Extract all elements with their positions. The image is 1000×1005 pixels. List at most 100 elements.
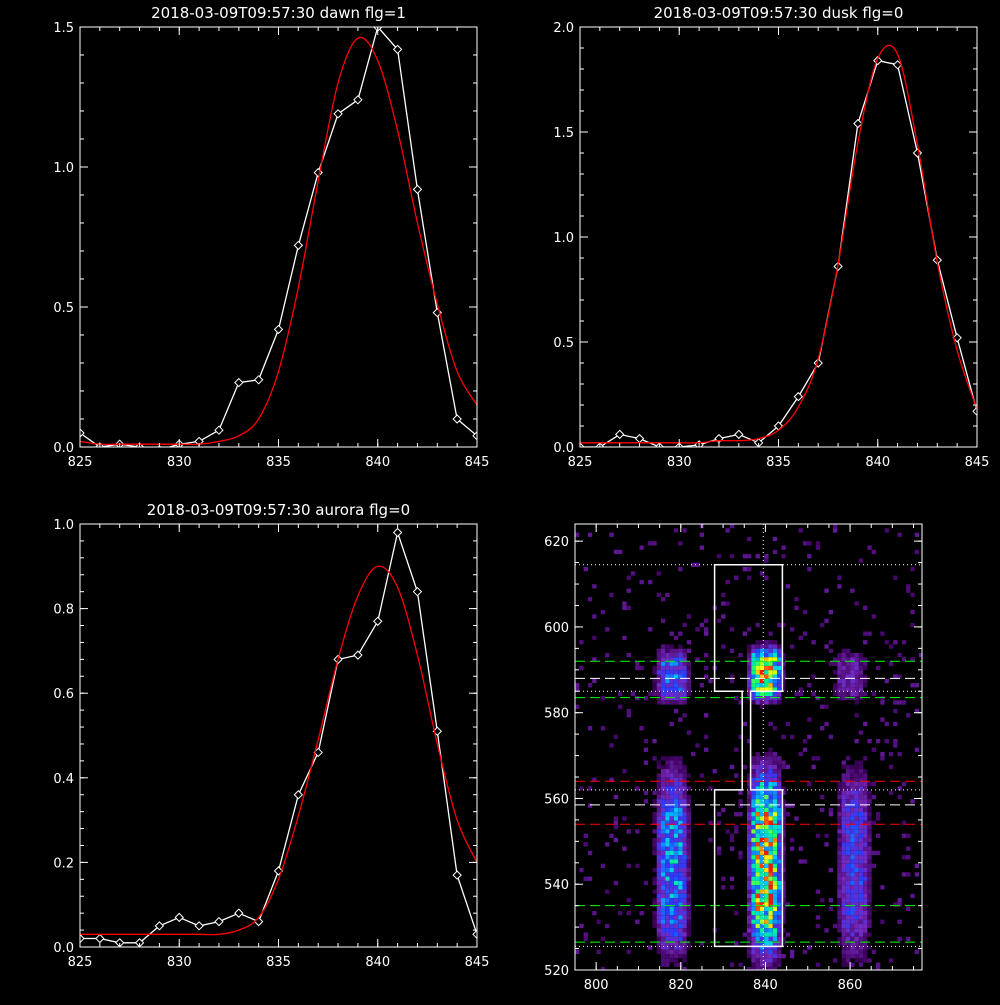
fit-curve xyxy=(580,44,977,444)
x-tick-label: 830 xyxy=(167,455,192,470)
data-point xyxy=(972,406,977,417)
data-point xyxy=(793,391,804,402)
data-point xyxy=(174,912,184,923)
x-tick-label: 845 xyxy=(465,955,490,970)
data-point xyxy=(853,118,863,129)
data-point xyxy=(912,148,923,158)
y-tick-label: 0.6 xyxy=(53,687,74,702)
data-point xyxy=(412,184,423,195)
data-point xyxy=(313,167,323,178)
data-point xyxy=(373,616,383,626)
data-point xyxy=(214,916,224,927)
data-series xyxy=(80,27,477,447)
data-point xyxy=(253,916,264,927)
data-point xyxy=(353,95,363,105)
data-point xyxy=(293,240,304,251)
y-tick-label: 560 xyxy=(544,792,569,807)
fit-curve xyxy=(80,36,477,446)
x-tick-label: 830 xyxy=(667,455,692,470)
data-point xyxy=(95,933,105,944)
plot-frame xyxy=(79,26,478,448)
data-point xyxy=(234,908,244,918)
x-tick-label: 840 xyxy=(865,455,890,470)
fit-line xyxy=(80,36,477,446)
data-point xyxy=(293,790,304,800)
data-point xyxy=(412,586,423,597)
data-point xyxy=(734,429,744,440)
heatmap-cells xyxy=(575,524,922,970)
x-tick-label: 835 xyxy=(766,455,791,470)
y-tick-label: 0.0 xyxy=(553,441,574,456)
fit-line xyxy=(80,565,477,936)
chart-title: 2018-03-09T09:57:30 dusk flg=0 xyxy=(654,4,904,22)
y-tick-label: 520 xyxy=(544,964,569,979)
y-tick-label: 0.4 xyxy=(53,772,74,787)
x-tick-label: 845 xyxy=(465,455,490,470)
plot-frame xyxy=(574,523,923,971)
data-point xyxy=(452,414,462,424)
data-point xyxy=(634,433,645,444)
x-tick-label: 860 xyxy=(838,978,863,993)
data-point xyxy=(353,650,363,660)
data-point xyxy=(452,870,462,880)
data-point xyxy=(614,429,625,440)
x-tick-label: 840 xyxy=(753,978,778,993)
y-tick-label: 1.0 xyxy=(53,161,74,176)
data-point xyxy=(234,377,244,388)
data-point xyxy=(952,333,962,343)
data-point xyxy=(472,929,477,940)
data-point xyxy=(194,921,204,931)
data-series xyxy=(80,527,477,947)
x-tick-label: 840 xyxy=(365,455,390,470)
data-point xyxy=(392,44,403,55)
y-tick-label: 1.0 xyxy=(553,231,574,246)
y-tick-label: 1.5 xyxy=(53,21,74,36)
x-tick-label: 835 xyxy=(266,455,291,470)
x-tick-label: 845 xyxy=(965,455,990,470)
y-tick-label: 1.0 xyxy=(53,518,74,533)
chart-1: 2018-03-09T09:57:30 dawn flg=1 825 830 835 8… xyxy=(53,4,489,470)
y-tick-label: 0.8 xyxy=(53,603,74,618)
x-tick-label: 800 xyxy=(584,978,609,993)
x-tick-label: 830 xyxy=(167,955,192,970)
chart-4: 800 820 840 860 520 540 560 580 600 620 xyxy=(544,523,923,993)
data-point xyxy=(80,933,85,944)
y-tick-label: 0.0 xyxy=(53,441,74,456)
fit-line xyxy=(580,44,977,444)
data-point xyxy=(472,431,477,441)
x-tick-label: 825 xyxy=(68,955,93,970)
data-point xyxy=(154,921,165,931)
y-tick-label: 0.2 xyxy=(53,856,74,871)
x-tick-label: 835 xyxy=(266,955,291,970)
data-line xyxy=(580,59,977,447)
data-point xyxy=(80,428,85,438)
data-point xyxy=(580,442,585,447)
x-tick-label: 825 xyxy=(568,455,593,470)
data-point xyxy=(273,324,284,335)
x-tick-label: 840 xyxy=(365,955,390,970)
x-tick-label: 820 xyxy=(668,978,693,993)
data-point xyxy=(333,109,343,119)
chart-title: 2018-03-09T09:57:30 aurora flg=0 xyxy=(147,501,410,519)
y-tick-label: 1.5 xyxy=(553,126,574,141)
data-point xyxy=(253,375,264,385)
chart-2: 2018-03-09T09:57:30 dusk flg=0 825 830 835 8… xyxy=(553,4,989,470)
y-tick-label: 600 xyxy=(544,621,569,636)
extraction-outline xyxy=(713,563,784,948)
y-tick-label: 540 xyxy=(544,878,569,893)
y-tick-label: 0.0 xyxy=(53,941,74,956)
x-tick-label: 825 xyxy=(68,455,93,470)
y-tick-label: 580 xyxy=(544,707,569,722)
y-tick-label: 2.0 xyxy=(553,21,574,36)
fit-curve xyxy=(80,565,477,936)
data-point xyxy=(214,425,224,435)
data-point xyxy=(392,527,403,538)
chart-title: 2018-03-09T09:57:30 dawn flg=1 xyxy=(151,4,406,22)
data-line xyxy=(80,27,477,447)
plot-frame xyxy=(579,26,978,448)
chart-3: 2018-03-09T09:57:30 aurora flg=0 825 830 83… xyxy=(53,501,489,970)
y-tick-label: 620 xyxy=(544,535,569,550)
y-tick-label: 0.5 xyxy=(53,301,74,316)
